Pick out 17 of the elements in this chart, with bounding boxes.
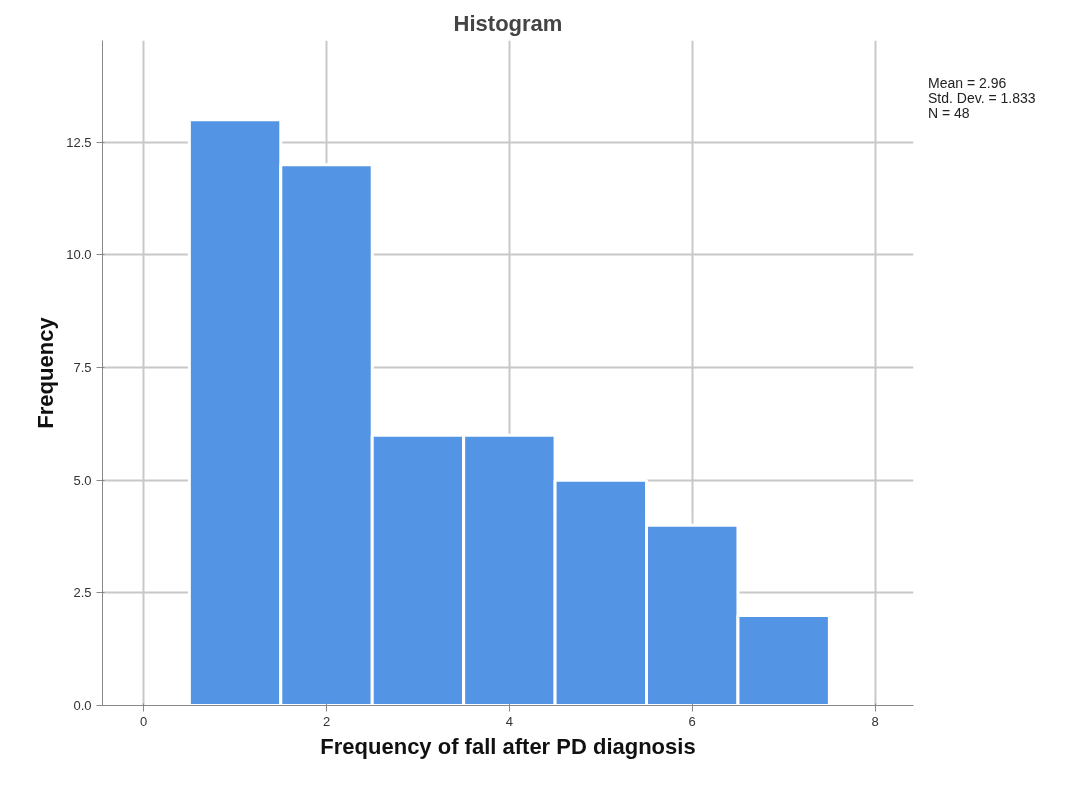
- text: Std. Dev. = 1.833: [928, 90, 1036, 106]
- y-tick-label: 7.5: [73, 360, 92, 376]
- y-axis-title: Frequency: [33, 316, 59, 429]
- chart-title: Histogram: [453, 10, 563, 36]
- x-axis-title: Frequency of fall after PD diagnosis: [320, 733, 696, 759]
- text: Mean = 2.96: [928, 75, 1007, 91]
- y-tick-label: 0.0: [73, 698, 92, 713]
- x-tick-label: 0: [140, 713, 148, 729]
- y-tick-label: 2.5: [73, 585, 92, 601]
- x-tick-label: 8: [871, 713, 879, 729]
- y-tick-label: 5.0: [73, 472, 92, 488]
- y-tick-label: 10.0: [66, 247, 92, 263]
- x-tick-label: 2: [322, 713, 331, 729]
- x-tick-label: 6: [688, 713, 696, 729]
- y-tick-label: 12.5: [66, 134, 92, 150]
- text: N = 48: [928, 105, 970, 121]
- x-tick-label: 4: [505, 713, 513, 729]
